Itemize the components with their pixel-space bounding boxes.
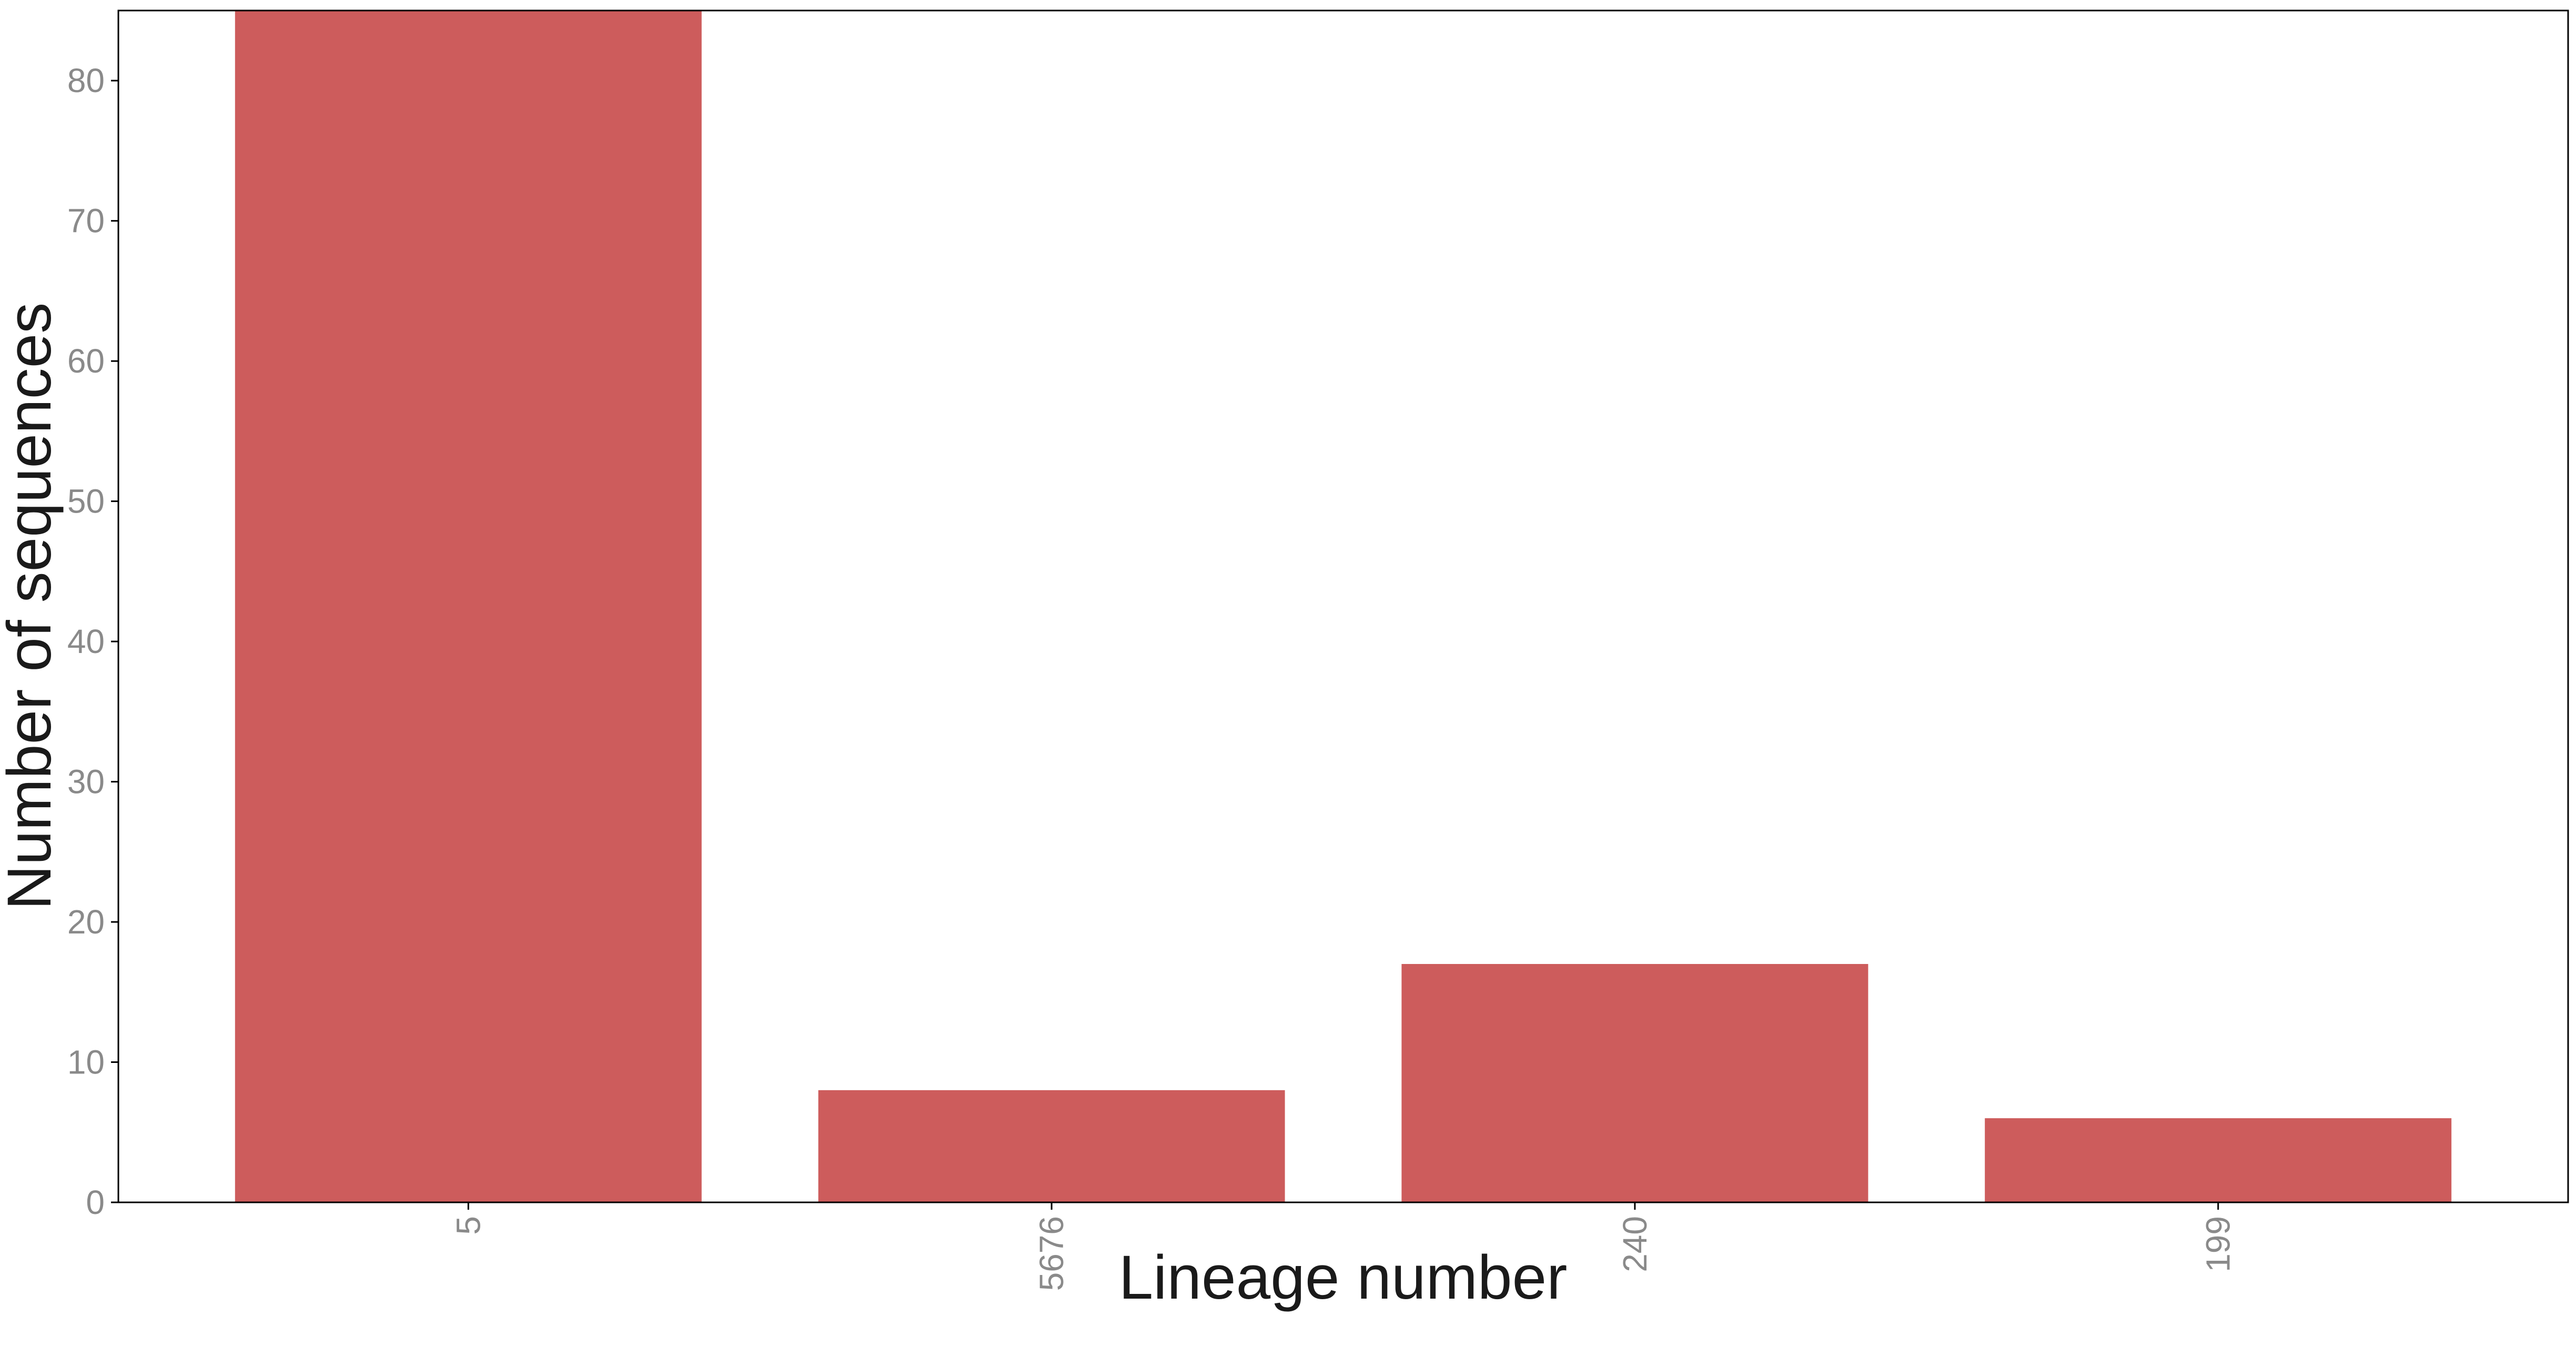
x-tick-label: 199 [2199,1216,2237,1272]
y-tick-label: 50 [67,483,105,520]
y-tick-label: 60 [67,342,105,380]
plot-frame [117,9,2569,1203]
y-axis: 0 10 20 30 40 50 60 70 80 [67,62,118,1221]
y-tick-label: 70 [67,202,105,240]
x-axis: 5 5676 240 199 [449,1202,2237,1291]
x-tick-label: 240 [1616,1216,1654,1272]
bars-layer [235,11,2452,1202]
x-axis-title: Lineage number [1119,1243,1568,1312]
y-tick-label: 10 [67,1043,105,1081]
bar-199 [1985,1118,2452,1202]
bar-240 [1401,964,1868,1202]
y-tick-label: 80 [67,62,105,99]
y-tick-label: 0 [86,1183,105,1221]
y-tick-label: 20 [67,903,105,941]
y-axis-title: Number of sequences [0,303,64,910]
x-tick-label: 5676 [1033,1216,1070,1291]
bar-5 [235,11,702,1202]
y-tick-label: 40 [67,622,105,660]
bar-5676 [818,1090,1285,1202]
x-tick-label: 5 [449,1216,487,1235]
y-tick-label: 30 [67,763,105,801]
